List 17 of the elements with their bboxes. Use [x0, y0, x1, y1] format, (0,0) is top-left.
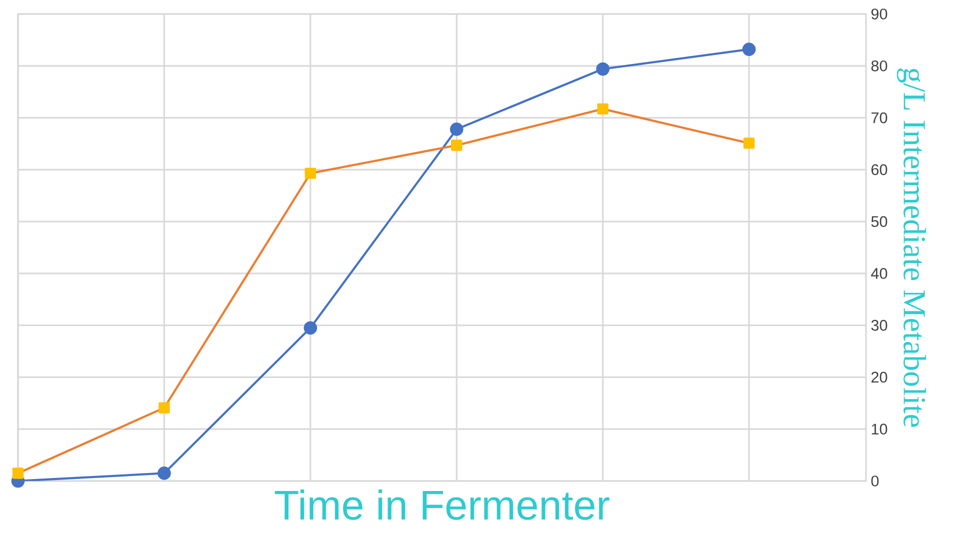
y-tick-label: 30 — [871, 320, 888, 331]
y-tick-label: 0 — [871, 476, 879, 486]
point — [450, 122, 464, 136]
y-tick-label: 70 — [872, 112, 888, 124]
y-tick-label: 20 — [871, 372, 888, 383]
y-tick-label: 60 — [871, 164, 888, 176]
point — [304, 321, 318, 335]
x-axis-title: Time in Fermenter — [274, 490, 610, 520]
y-tick-label: 80 — [871, 60, 888, 72]
y-tick-label: 40 — [871, 268, 888, 279]
y-tick-label: 90 — [871, 8, 888, 20]
point — [596, 62, 610, 76]
point — [742, 42, 756, 56]
y-tick-label: 50 — [871, 216, 888, 227]
y-tick-label: 10 — [872, 424, 888, 435]
y-axis-title: g/L Intermediate Metabolite — [896, 68, 926, 427]
point — [158, 466, 171, 480]
